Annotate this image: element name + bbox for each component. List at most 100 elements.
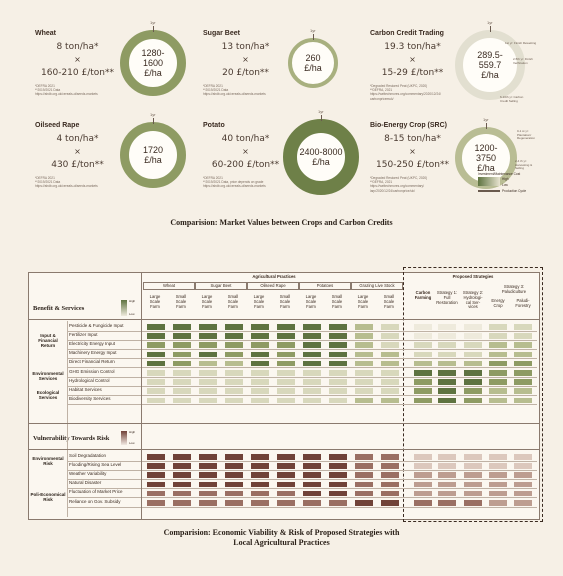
risk-cell [464, 481, 482, 488]
row-divider [67, 478, 537, 480]
risk-cell [489, 481, 507, 488]
risk-cell [514, 481, 532, 488]
crop-group-frame [247, 282, 299, 290]
cycle-tick [153, 118, 154, 124]
benefit-cell [147, 351, 165, 358]
risk-cell [277, 454, 295, 460]
benefit-cell [464, 379, 482, 385]
crop-l1: 4 ton/ha* [56, 134, 99, 144]
benefit-cell [303, 370, 321, 376]
benefit-cell [329, 342, 347, 348]
legend-title: Investment/Maintenance Cost [478, 172, 521, 176]
risk-cell [199, 490, 217, 497]
crop-block: Sugar Beet 13 ton/ha* × 20 £/ton** *DEFRA 20… [203, 30, 375, 122]
benefit-cell [251, 333, 269, 339]
risk-cell [199, 481, 217, 488]
crop-group-frame [351, 282, 403, 290]
risk-cell [251, 481, 269, 488]
category-label: Poli-Economical Risk [30, 492, 66, 502]
row-divider [67, 385, 537, 387]
benefit-cell [329, 333, 347, 339]
benefit-cell [147, 388, 165, 394]
crop-src: *Degraded Restored Peat (UKPC, 2020) **D… [370, 176, 428, 193]
yr-label: 1yr [487, 20, 493, 25]
benefit-cell [381, 388, 399, 394]
benefit-cell [381, 333, 399, 339]
benefit-cell [147, 342, 165, 348]
benefit-cell [329, 379, 347, 385]
label-column-divider [67, 321, 68, 517]
benefit-cell [329, 370, 347, 376]
crop-src: *DEFRA 2021 **2019/2021 Data https://ahd… [203, 84, 266, 97]
risk-legend-high: High [129, 430, 136, 434]
strategy3-header: Strategy 3: Paludiculture [501, 284, 527, 294]
yr-label: 1yr [310, 28, 316, 33]
benefit-cell [251, 397, 269, 404]
carbon-note-2: 2-5th yr: Finish Verification [513, 57, 533, 65]
crop-header: Potatoes [316, 283, 334, 288]
strategy-header: Paludi- Forestry [515, 298, 531, 308]
benefit-cell [303, 397, 321, 404]
risk-cell [173, 500, 191, 506]
crop-name: Wheat [35, 30, 56, 37]
crop-src: *Degraded Restored Peat (UKPC, 2020) **D… [370, 84, 441, 101]
risk-cell [381, 454, 399, 460]
risk-cell [303, 454, 321, 460]
benefit-cell [414, 360, 432, 367]
benefit-cell [173, 388, 191, 394]
row-divider [67, 376, 537, 378]
benefit-cell [514, 379, 532, 385]
legend-cycle: Production Cycle [502, 189, 527, 193]
risk-cell [329, 463, 347, 469]
crop-block: Oilseed Rape 4 ton/ha* × 430 £/ton** *DEFRA … [35, 122, 207, 214]
strategy-header: Energy Crop [491, 298, 505, 308]
benefit-cell [438, 370, 456, 376]
crop-l1: 8-15 ton/ha* [384, 134, 441, 144]
risk-cell [173, 454, 191, 460]
benefit-cell [514, 351, 532, 358]
benefit-cell [147, 379, 165, 385]
benefit-cell [355, 397, 373, 404]
risk-cell [173, 463, 191, 469]
benefit-cell [381, 379, 399, 385]
proposed-header: Proposed Strategies [452, 274, 494, 279]
risk-cell [464, 472, 482, 478]
risk-cell [381, 490, 399, 497]
crop-block: Wheat 8 ton/ha* × 160-210 £/ton** *DEFRA 202… [35, 30, 207, 122]
benefit-cell [381, 351, 399, 358]
benefit-legend-high: High [129, 299, 136, 303]
benefit-cell [438, 333, 456, 339]
benefit-cell [225, 370, 243, 376]
risk-cell [355, 500, 373, 506]
benefit-cell [514, 333, 532, 339]
benefit-cell [277, 342, 295, 348]
value-ring: 2400-8000 £/ha [283, 119, 359, 195]
carbon-note-3: 6-10th yr: Carbon Credit Selling [500, 95, 524, 103]
risk-cell [147, 481, 165, 488]
benefit-cell [381, 370, 399, 376]
yr-label: 1yr [150, 20, 156, 25]
row-label: Natural Disaster [69, 480, 102, 486]
risk-cell [438, 481, 456, 488]
category-label: Environmental Risk [32, 456, 64, 466]
risk-cell [329, 500, 347, 506]
benefit-cell [489, 379, 507, 385]
crop-header: Wheat [162, 283, 176, 288]
risk-cell [225, 490, 243, 497]
risk-cell [225, 454, 243, 460]
benefit-cell [381, 397, 399, 404]
risk-cell [225, 500, 243, 506]
benefit-cell [514, 342, 532, 348]
row-divider [67, 339, 537, 341]
risk-cell [514, 463, 532, 469]
legend-high: High [502, 177, 509, 181]
benefit-cell [303, 360, 321, 367]
viability-matrix: Benefit & Services High Low Vulnerabilit… [28, 267, 543, 522]
benefit-cell [199, 342, 217, 348]
risk-cell [251, 472, 269, 478]
benefit-cell [303, 333, 321, 339]
benefit-cell [225, 351, 243, 358]
value-ring: 260 £/ha [288, 38, 338, 88]
risk-cell [489, 472, 507, 478]
risk-cell [251, 490, 269, 497]
